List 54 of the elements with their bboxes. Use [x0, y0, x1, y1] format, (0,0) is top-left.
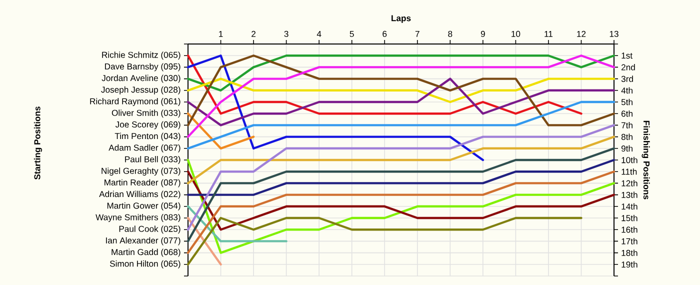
- y2-tick-label: 19th: [622, 261, 638, 268]
- y2-tick-label: 14th: [622, 203, 638, 210]
- series-label: Simon Hilton (065): [110, 260, 180, 268]
- x-tick-label: 9: [480, 30, 485, 37]
- x-tick-label: 12: [577, 30, 586, 37]
- y2-tick-label: 5th: [621, 98, 632, 106]
- series-label: Wayne Smithers (083): [96, 214, 180, 222]
- y2-tick-label: 9th: [621, 145, 632, 152]
- x-tick-label: 3: [284, 30, 288, 37]
- series-label: Martin Gower (054): [107, 202, 180, 210]
- series-label: Martin Reader (087): [104, 179, 180, 188]
- y2-tick-label: 12th: [622, 180, 638, 186]
- series-label: Joseph Jessup (028): [101, 86, 180, 94]
- y2-tick-label: 7th: [622, 122, 632, 128]
- series-label: Jordan Aveline (030): [102, 74, 180, 83]
- y2-tick-label: 15th: [622, 214, 638, 222]
- x-tick-label: 11: [544, 31, 553, 37]
- y2-axis-title: Finishing Positions: [642, 120, 650, 200]
- y2-tick-label: 13th: [622, 192, 638, 198]
- y2-tick-label: 6th: [622, 110, 632, 117]
- y2-tick-label: 16th: [622, 226, 638, 233]
- x-tick-label: 5: [350, 30, 354, 37]
- x-tick-label: 6: [382, 30, 387, 37]
- series-label: Adam Sadler (067): [108, 144, 180, 152]
- y2-tick-label: 18th: [622, 250, 638, 256]
- y2-tick-label: 2nd: [622, 64, 635, 70]
- x-tick-label: 4: [316, 31, 322, 37]
- series-label: Dave Barnsby (095): [105, 63, 180, 72]
- series-label: Richie Schmitz (065): [102, 52, 180, 60]
- series-label: Adrian Williams (022): [99, 190, 180, 199]
- x-tick-label: 2: [252, 30, 256, 37]
- series-label: Nigel Geraghty (073): [102, 168, 180, 176]
- x-tick-label: 10: [512, 30, 520, 37]
- series-label: Martin Gadd (068): [112, 248, 180, 257]
- y2-tick-label: 11th: [622, 168, 637, 175]
- y2-tick-label: 17th: [622, 238, 638, 244]
- series-label: Tim Penton (043): [114, 132, 180, 141]
- x-tick-label: 7: [415, 31, 420, 37]
- y2-tick-label: 10th: [622, 156, 638, 164]
- series-label: Oliver Smith (033): [112, 110, 180, 118]
- text: Starting Positions: [34, 106, 42, 180]
- y2-tick-label: 1st: [622, 52, 632, 59]
- series-label: Richard Raymond (061): [90, 98, 180, 106]
- x-tick-label: 13: [610, 30, 618, 37]
- y2-tick-label: 8th: [621, 134, 632, 140]
- series-label: Paul Cook (025): [119, 226, 180, 234]
- series-label: Ian Alexander (077): [106, 237, 180, 246]
- x-axis-title: Laps: [392, 15, 411, 23]
- series-label: Joe Scorey (069): [115, 121, 180, 130]
- y2-tick-label: 3rd: [621, 76, 633, 82]
- x-tick-label: 1: [219, 31, 223, 37]
- y2-tick-label: 4th: [621, 87, 632, 94]
- series-label: Paul Bell (033): [125, 156, 180, 164]
- x-tick-label: 8: [448, 30, 452, 37]
